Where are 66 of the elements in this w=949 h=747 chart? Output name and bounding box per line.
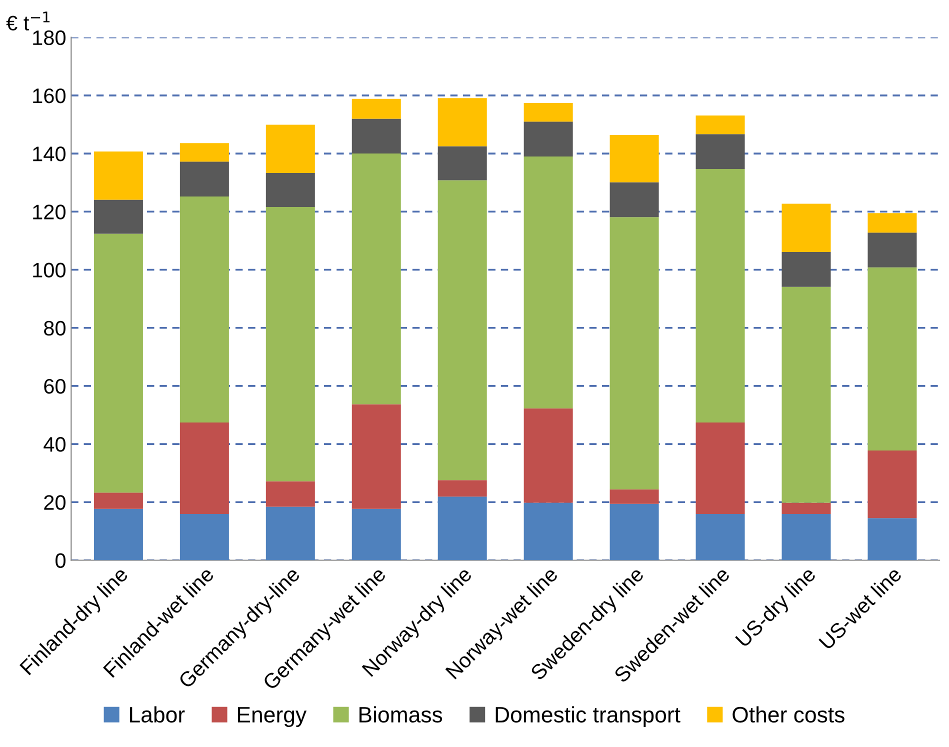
bar bbox=[180, 143, 229, 162]
legend-label: Biomass bbox=[360, 706, 442, 723]
bar bbox=[438, 496, 487, 560]
bar bbox=[524, 103, 573, 122]
legend-label: Labor bbox=[130, 706, 185, 723]
bar bbox=[438, 146, 487, 180]
y-tick-label: 60 bbox=[44, 378, 66, 394]
bar bbox=[524, 408, 573, 503]
y-tick-label: 80 bbox=[44, 320, 66, 336]
bar bbox=[352, 508, 401, 560]
bar bbox=[696, 134, 745, 169]
y-axis-title: € t$^{−1}$ bbox=[6, 12, 50, 30]
bar bbox=[352, 98, 401, 119]
legend-label: Domestic transport bbox=[496, 706, 680, 727]
y-tick-label: 160 bbox=[33, 88, 66, 104]
bar bbox=[94, 200, 143, 234]
bar bbox=[266, 506, 315, 560]
y-tick-label: 180 bbox=[33, 30, 66, 46]
bar bbox=[352, 404, 401, 509]
bar bbox=[180, 422, 229, 514]
y-tick-label: 0 bbox=[56, 553, 66, 568]
bar bbox=[352, 118, 401, 154]
bar bbox=[94, 234, 143, 493]
y-tick-label: 20 bbox=[44, 495, 66, 510]
bar bbox=[610, 217, 659, 490]
bar bbox=[352, 154, 401, 404]
bar bbox=[524, 502, 573, 560]
y-tick-label: 140 bbox=[33, 146, 66, 162]
bar bbox=[696, 168, 745, 423]
bar bbox=[610, 489, 659, 504]
legend-label: Other costs bbox=[732, 706, 844, 723]
bar bbox=[868, 267, 917, 450]
bar bbox=[94, 152, 143, 200]
bar bbox=[266, 173, 315, 207]
bar bbox=[782, 252, 831, 287]
bar bbox=[266, 207, 315, 482]
bar bbox=[782, 502, 831, 514]
bar bbox=[610, 504, 659, 560]
bar bbox=[94, 492, 143, 509]
bar bbox=[696, 514, 745, 560]
bar bbox=[180, 514, 229, 560]
bar bbox=[610, 134, 659, 182]
y-tick-label: 120 bbox=[33, 204, 66, 220]
y-tick-label: 100 bbox=[33, 262, 66, 278]
bar bbox=[782, 286, 831, 503]
bar bbox=[180, 196, 229, 423]
bar bbox=[782, 204, 831, 252]
bar bbox=[524, 122, 573, 156]
bar bbox=[868, 232, 917, 268]
bar bbox=[438, 480, 487, 497]
bar bbox=[94, 508, 143, 560]
bar bbox=[782, 514, 831, 560]
bar bbox=[696, 115, 745, 134]
legend-label: Energy bbox=[238, 707, 307, 727]
bar bbox=[180, 162, 229, 197]
y-tick-label: 40 bbox=[44, 437, 66, 452]
bar bbox=[696, 422, 745, 514]
bar bbox=[868, 450, 917, 518]
bar bbox=[438, 98, 487, 146]
bar bbox=[266, 124, 315, 174]
bar bbox=[610, 182, 659, 218]
bar bbox=[438, 180, 487, 480]
bar bbox=[266, 481, 315, 507]
bar bbox=[868, 518, 917, 560]
bar bbox=[524, 156, 573, 408]
bar bbox=[868, 213, 917, 233]
